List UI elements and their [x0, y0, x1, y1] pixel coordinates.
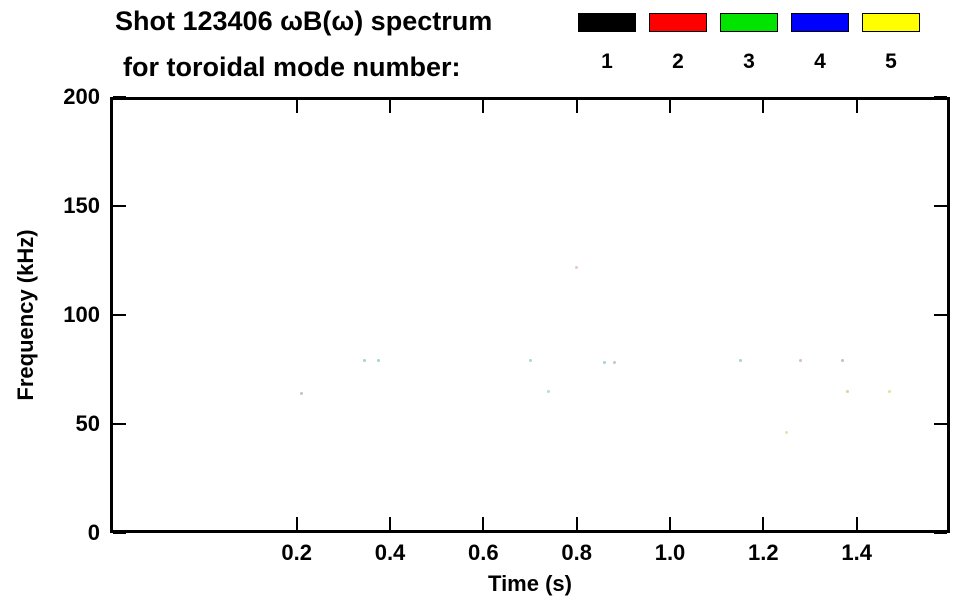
legend-number-label: 4: [814, 50, 826, 73]
data-point: [603, 361, 607, 365]
legend-item: 5: [862, 13, 920, 72]
data-point: [376, 359, 380, 363]
y-tick-mark: [934, 314, 947, 316]
x-tick-mark: [295, 100, 298, 113]
x-tick-mark: [669, 100, 671, 113]
data-point: [299, 391, 303, 395]
x-tick-mark: [855, 517, 858, 530]
data-point: [785, 431, 789, 435]
data-point: [841, 359, 845, 363]
data-point: [362, 359, 366, 363]
legend-color-swatch: [791, 13, 849, 32]
y-axis-label: Frequency (kHz): [13, 229, 38, 401]
data-point: [845, 389, 849, 393]
y-tick-label: 100: [63, 302, 100, 327]
y-tick-mark: [113, 205, 126, 207]
mode-legend: 1 2 3 4 5: [578, 13, 920, 72]
x-tick-mark: [389, 100, 391, 113]
x-tick-mark: [482, 100, 485, 113]
data-point: [528, 359, 532, 363]
y-tick-label: 150: [63, 193, 100, 218]
legend-color-swatch: [720, 13, 778, 32]
plot-frame: [110, 96, 950, 534]
chart-subtitle: for toroidal mode number:: [123, 52, 461, 82]
x-tick-mark: [669, 517, 671, 530]
data-point: [799, 359, 803, 363]
y-tick-label: 200: [63, 84, 100, 109]
y-tick-mark: [934, 205, 947, 207]
y-tick-label: 0: [87, 520, 100, 545]
y-tick-mark: [113, 314, 126, 316]
x-axis-label: Time (s): [488, 571, 572, 596]
x-tick-mark: [295, 517, 298, 530]
legend-number-label: 2: [672, 50, 684, 73]
y-tick-mark: [934, 96, 947, 98]
legend-item: 2: [649, 13, 707, 72]
y-tick-label: 50: [75, 411, 100, 436]
legend-item: 1: [578, 13, 636, 72]
y-tick-mark: [934, 532, 947, 534]
legend-item: 4: [791, 13, 849, 72]
x-tick-label: 0.2: [281, 540, 312, 565]
x-tick-label: 0.4: [374, 540, 406, 565]
y-tick-mark: [113, 423, 126, 425]
x-tick-mark: [389, 517, 391, 530]
x-tick-mark: [762, 100, 765, 113]
x-tick-mark: [855, 100, 858, 113]
x-tick-label: 1.4: [841, 540, 872, 565]
y-tick-mark: [113, 96, 126, 98]
data-point: [612, 361, 616, 365]
data-point: [575, 265, 579, 269]
legend-color-swatch: [862, 13, 920, 32]
legend-number-label: 5: [885, 50, 897, 73]
x-tick-label: 1.2: [748, 540, 779, 565]
legend-color-swatch: [649, 13, 707, 32]
x-tick-mark: [482, 517, 485, 530]
x-tick-label: 0.8: [561, 540, 592, 565]
x-tick-mark: [762, 517, 765, 530]
legend-number-label: 1: [601, 50, 613, 73]
data-point: [887, 389, 891, 393]
x-tick-mark: [575, 100, 578, 113]
y-tick-mark: [113, 532, 126, 534]
x-tick-mark: [575, 517, 578, 530]
legend-item: 3: [720, 13, 778, 72]
legend-color-swatch: [578, 13, 636, 32]
data-point: [738, 359, 742, 363]
chart-title: Shot 123406 ωB(ω) spectrum: [115, 6, 493, 36]
legend-number-label: 3: [743, 50, 755, 73]
x-tick-label: 1.0: [654, 540, 686, 565]
data-point: [547, 389, 551, 393]
y-tick-mark: [934, 423, 947, 425]
x-tick-label: 0.6: [468, 540, 499, 565]
